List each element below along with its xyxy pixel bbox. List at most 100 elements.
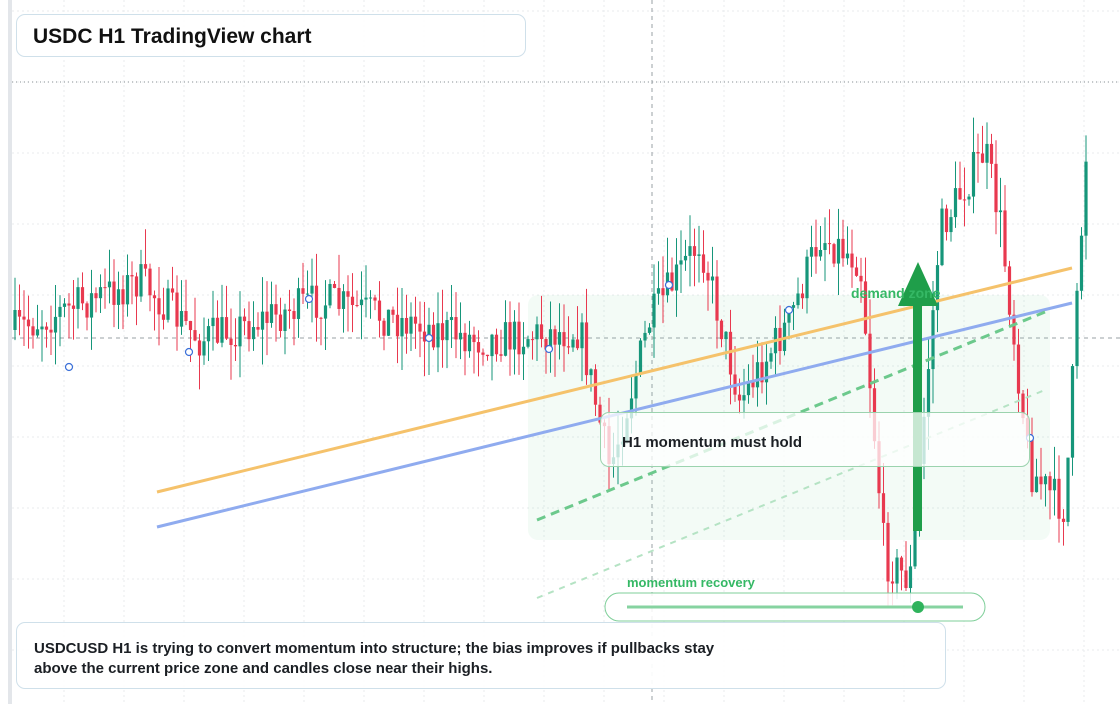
- candle-body: [1039, 476, 1043, 485]
- candle-body: [148, 268, 152, 296]
- candle-body: [967, 196, 971, 200]
- candle-body: [467, 334, 472, 352]
- candle-body: [98, 287, 103, 299]
- candle-body: [926, 369, 931, 417]
- candle-body: [40, 326, 44, 330]
- candle-body: [296, 288, 301, 319]
- candle-body: [445, 320, 449, 341]
- candle-body: [400, 317, 404, 337]
- candle-body: [1021, 393, 1025, 419]
- candle-body: [593, 369, 598, 405]
- candle-body: [251, 327, 256, 340]
- candle-body: [1016, 344, 1021, 394]
- candle-body: [755, 362, 760, 388]
- candle-body: [391, 309, 395, 315]
- candle-body: [292, 311, 296, 319]
- title-panel: USDC H1 TradingView chart: [16, 14, 526, 57]
- candle-body: [971, 151, 976, 197]
- candle-body: [674, 264, 679, 291]
- candle-body: [494, 334, 499, 355]
- slider-knob: [912, 601, 924, 613]
- candle-body: [247, 321, 251, 340]
- candle-body: [791, 305, 796, 308]
- candle-body: [688, 246, 692, 256]
- candle-body: [589, 369, 593, 376]
- candle-body: [355, 305, 359, 307]
- candle-body: [895, 557, 899, 584]
- candle-body: [1012, 314, 1016, 345]
- candle-body: [490, 334, 494, 357]
- candle-body: [805, 256, 809, 299]
- candle-body: [121, 289, 125, 305]
- candle-body: [94, 293, 98, 299]
- candle-body: [161, 314, 166, 320]
- candle-body: [746, 381, 751, 396]
- candle-body: [652, 293, 656, 328]
- candle-body: [868, 333, 872, 389]
- candle-body: [881, 493, 886, 523]
- candle-body: [539, 324, 544, 340]
- candle-body: [341, 291, 346, 309]
- candle-body: [508, 322, 512, 350]
- candle-body: [886, 522, 890, 582]
- signal-marker: [544, 344, 554, 354]
- signal-marker: [64, 362, 74, 372]
- candle-body: [152, 295, 157, 299]
- candle-body: [103, 287, 107, 289]
- candle-body: [656, 288, 661, 294]
- title: USDC H1 TradingView chart: [33, 25, 312, 48]
- candle-body: [229, 338, 233, 345]
- candle-body: [215, 317, 220, 343]
- candle-body: [827, 243, 832, 245]
- candle-body: [476, 342, 481, 353]
- candle-body: [634, 374, 638, 399]
- arrow-head: [898, 262, 938, 306]
- candle-body: [71, 305, 76, 309]
- candle-body: [49, 329, 53, 333]
- candle-body: [706, 272, 710, 281]
- candle-body: [179, 311, 184, 327]
- candle-body: [265, 311, 269, 323]
- signal-marker: [184, 347, 194, 357]
- candle-body: [962, 199, 967, 201]
- candle-body: [89, 293, 94, 318]
- candle-body: [130, 275, 134, 277]
- candle-body: [305, 293, 310, 295]
- candle-body: [580, 322, 584, 349]
- candle-body: [877, 441, 881, 494]
- candle-body: [715, 276, 719, 321]
- candle-body: [382, 320, 386, 336]
- candle-body: [998, 210, 1003, 213]
- candle-body: [526, 339, 530, 347]
- candle-body: [814, 247, 818, 257]
- candle-body: [188, 320, 193, 331]
- candle-body: [863, 281, 868, 334]
- candle-body: [809, 247, 814, 257]
- candle-body: [202, 341, 206, 356]
- candle-body: [1030, 436, 1034, 493]
- candle-body: [949, 217, 953, 233]
- candle-body: [854, 267, 859, 276]
- candle-body: [1075, 290, 1079, 367]
- candle-body: [13, 310, 17, 330]
- candle-body: [409, 316, 413, 334]
- candle-body: [481, 352, 485, 355]
- candle-body: [386, 309, 391, 336]
- candle-body: [728, 331, 733, 375]
- candle-body: [557, 332, 562, 345]
- candle-body: [1043, 476, 1048, 485]
- candle-body: [107, 281, 112, 288]
- candle-body: [220, 317, 224, 343]
- candle-body: [283, 309, 287, 331]
- candle-body: [260, 311, 265, 330]
- candle-body: [1048, 476, 1052, 491]
- candle-body: [935, 265, 940, 311]
- candle-body: [769, 353, 773, 362]
- candle-body: [116, 289, 121, 305]
- candle-body: [44, 326, 49, 330]
- candle-body: [796, 293, 800, 306]
- candle-body: [211, 317, 215, 327]
- candle-body: [850, 253, 854, 268]
- candle-body: [598, 404, 602, 423]
- candle-body: [112, 281, 116, 305]
